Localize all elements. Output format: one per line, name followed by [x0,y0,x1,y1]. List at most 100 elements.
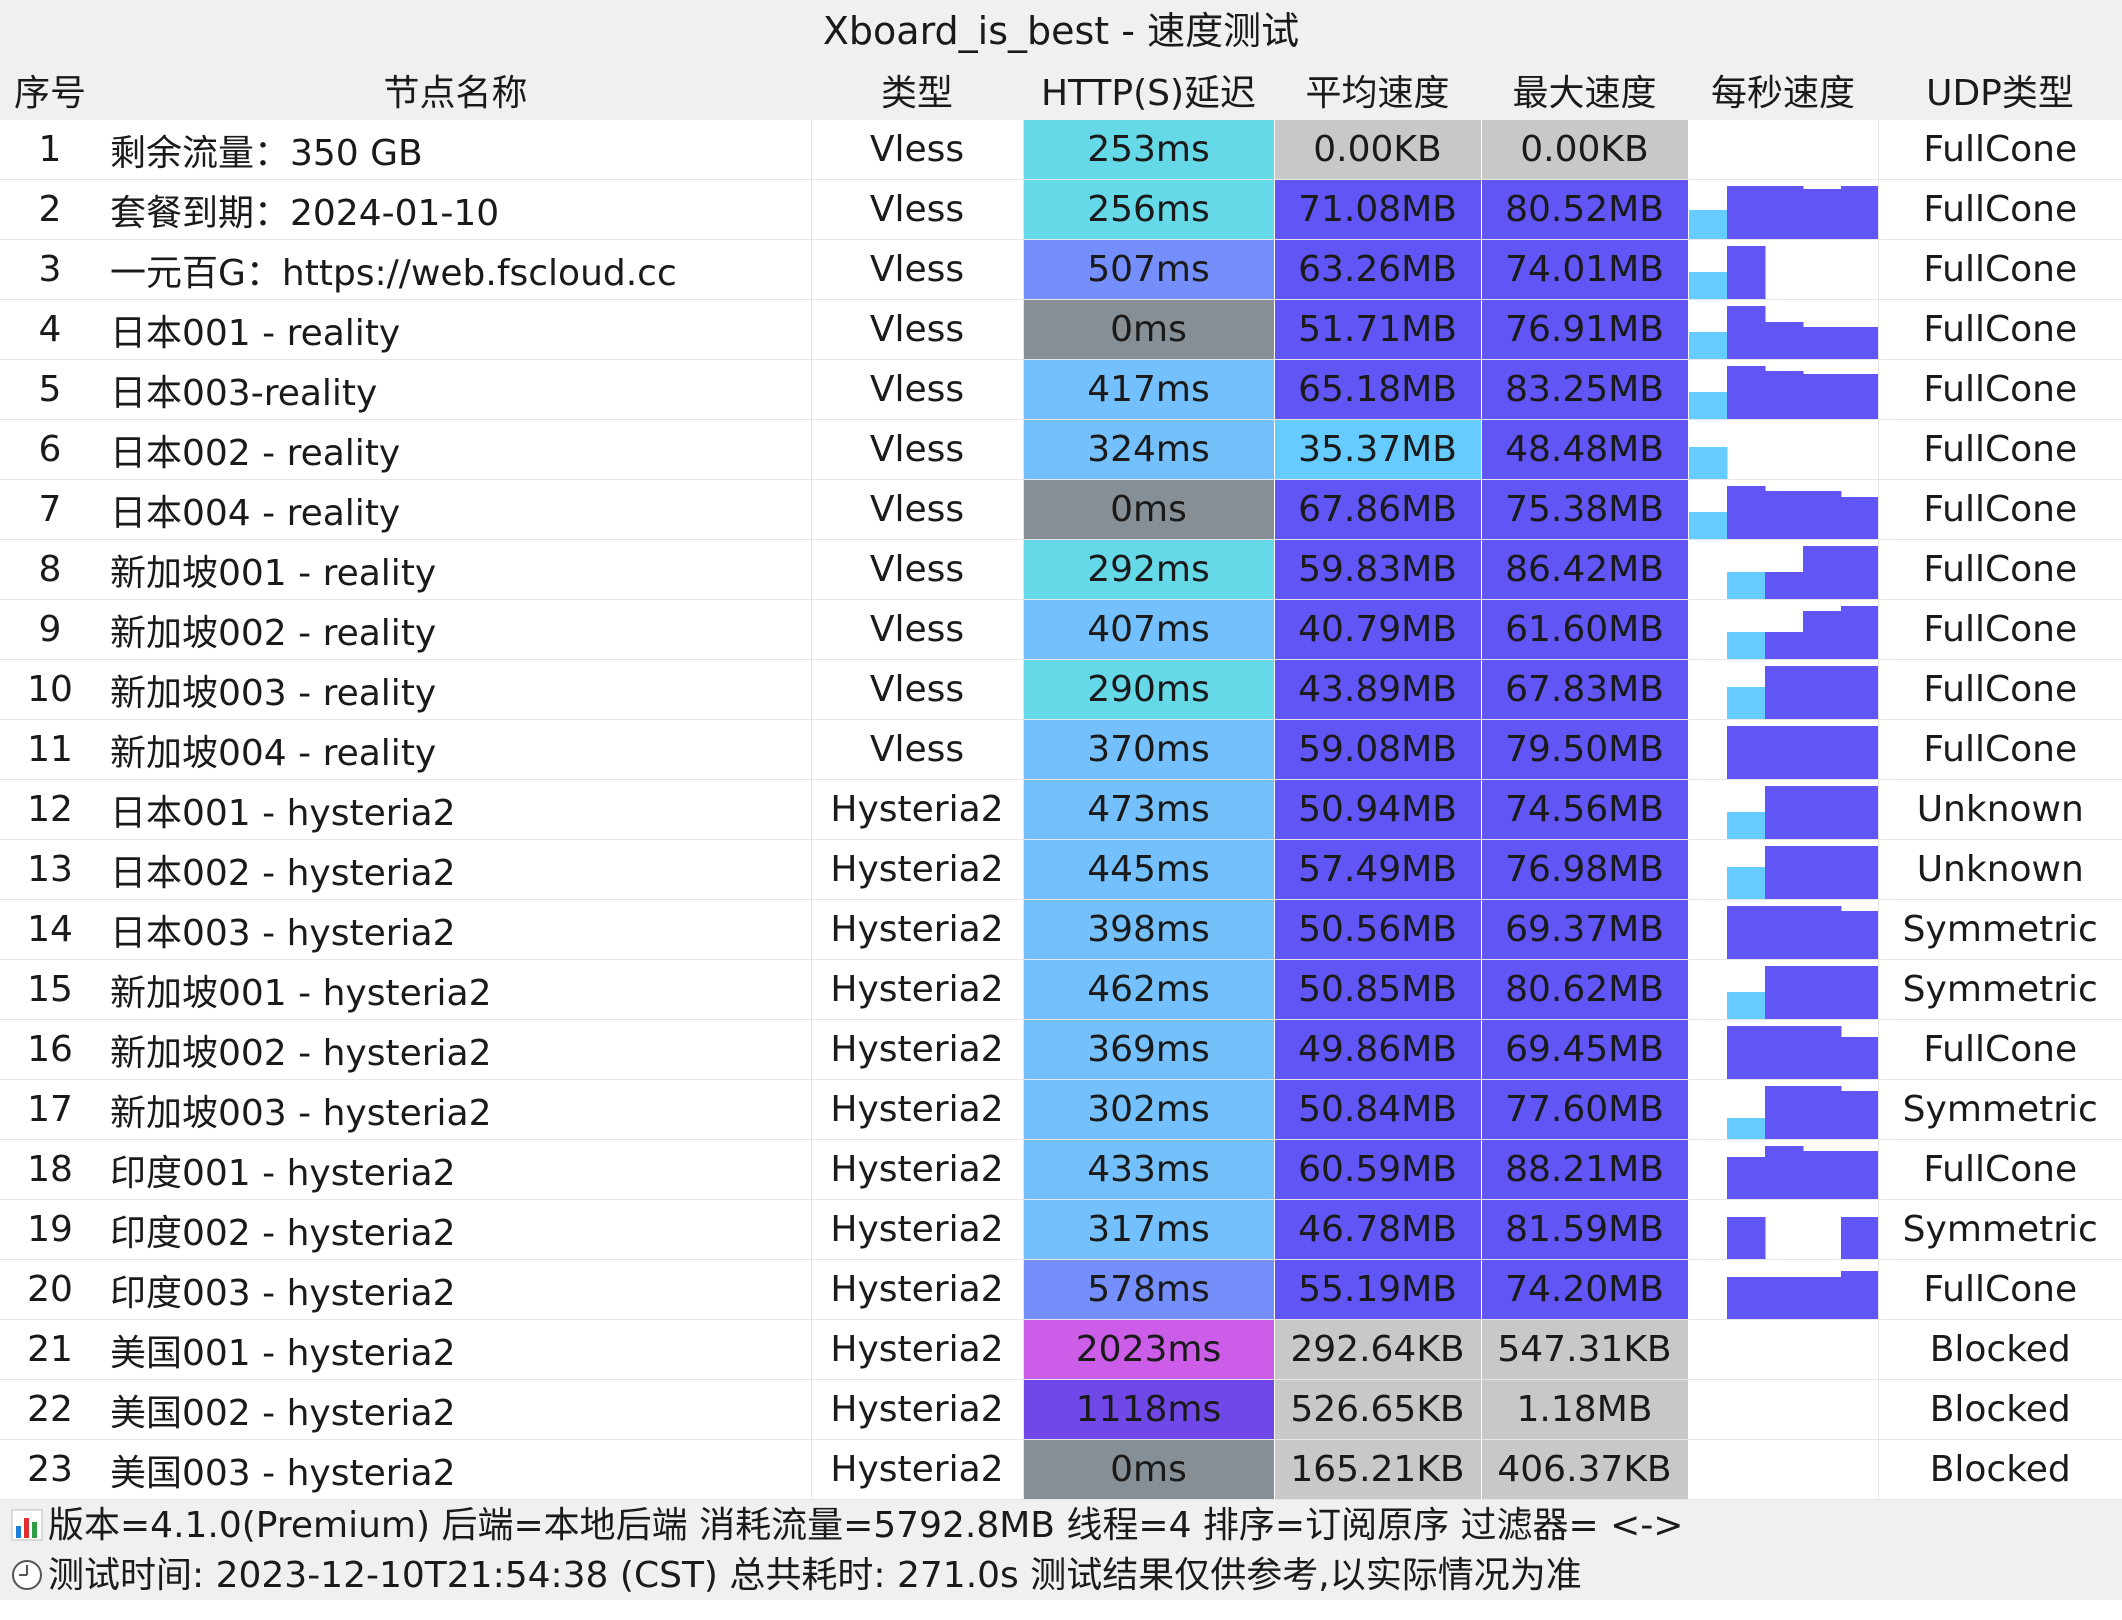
row-index: 1 [0,120,100,180]
node-name: 美国002 - hysteria2 [100,1379,812,1440]
udp-type: FullCone [1878,599,2122,660]
sparkline-bar [1764,1277,1803,1319]
sparkline-bar [1840,666,1877,719]
table-row[interactable]: 1 剩余流量：350 GB Vless 253ms 0.00KB 0.00KB FullCo… [0,120,2122,180]
node-name: 新加坡002 - hysteria2 [100,1019,812,1080]
col-header-per-second[interactable]: 每秒速度 [1688,60,1878,120]
table-row[interactable]: 4 日本001 - reality Vless 0ms 51.71MB 76.91MB Fu… [0,299,2122,360]
sparkline-bar [1726,186,1765,239]
table-row[interactable]: 3 一元百G：https://web.fscloud.cc Vless 507ms 63… [0,239,2122,300]
table-row[interactable]: 10 新加坡003 - reality Vless 290ms 43.89MB 67.83… [0,659,2122,720]
table-row[interactable]: 19 印度002 - hysteria2 Hysteria2 317ms 46.78MB… [0,1199,2122,1260]
col-header-index[interactable]: 序号 [0,60,100,120]
udp-type: Symmetric [1878,899,2122,960]
col-header-latency[interactable]: HTTP(S)延迟 [1023,60,1274,120]
sparkline-bar [1840,606,1877,659]
table-row[interactable]: 5 日本003-reality Vless 417ms 65.18MB 83.25MB Fu… [0,359,2122,420]
sparkline-chart [1726,786,1877,839]
node-type: Hysteria2 [811,1259,1024,1320]
sparkline-bar [1726,867,1765,899]
max-speed-cell: 74.56MB [1481,779,1689,840]
avg-speed-cell: 50.84MB [1274,1079,1482,1140]
latency-cell: 417ms [1023,359,1275,420]
per-second-sparkline [1688,239,1879,300]
sparkline-bar [1726,366,1765,419]
col-header-max-speed[interactable]: 最大速度 [1481,60,1688,120]
bar-chart-icon [11,1509,43,1541]
table-row[interactable]: 18 印度001 - hysteria2 Hysteria2 433ms 60.59MB… [0,1139,2122,1200]
sparkline-bar [1840,374,1877,419]
max-speed-cell: 81.59MB [1481,1199,1689,1260]
table-row[interactable]: 2 套餐到期：2024-01-10 Vless 256ms 71.08MB 80.52MB… [0,179,2122,240]
sparkline-bar [1726,726,1765,779]
udp-type: Unknown [1878,779,2122,840]
node-type: Vless [811,179,1024,240]
sparkline-bar [1688,210,1727,239]
sparkline-bar [1802,666,1841,719]
max-speed-cell: 86.42MB [1481,539,1689,600]
sparkline-bar [1726,486,1765,539]
sparkline-chart [1689,120,1879,179]
max-speed-cell: 406.37KB [1481,1439,1689,1500]
avg-speed-cell: 63.26MB [1274,239,1482,300]
max-speed-cell: 77.60MB [1481,1079,1689,1140]
node-name: 日本001 - reality [100,299,812,360]
max-speed-cell: 80.62MB [1481,959,1689,1020]
node-name: 日本004 - reality [100,479,812,540]
per-second-sparkline [1688,839,1879,900]
sparkline-chart [1726,846,1877,899]
table-row[interactable]: 14 日本003 - hysteria2 Hysteria2 398ms 50.56MB… [0,899,2122,960]
table-row[interactable]: 11 新加坡004 - reality Vless 370ms 59.08MB 79.50… [0,719,2122,780]
table-row[interactable]: 13 日本002 - hysteria2 Hysteria2 445ms 57.49MB… [0,839,2122,900]
latency-cell: 578ms [1023,1259,1275,1320]
sparkline-bar [1726,906,1765,959]
sparkline-chart [1726,966,1877,1019]
latency-cell: 256ms [1023,179,1275,240]
sparkline-bar [1840,1151,1877,1199]
col-header-udp[interactable]: UDP类型 [1878,60,2122,120]
sparkline-bar [1688,272,1727,299]
per-second-sparkline [1688,539,1879,600]
sparkline-chart [1726,1271,1877,1319]
node-name: 新加坡004 - reality [100,719,812,780]
table-row[interactable]: 20 印度003 - hysteria2 Hysteria2 578ms 55.19MB… [0,1259,2122,1320]
sparkline-bar [1764,786,1803,839]
node-type: Vless [811,419,1024,480]
max-speed-cell: 48.48MB [1481,419,1689,480]
udp-type: Unknown [1878,839,2122,900]
table-row[interactable]: 21 美国001 - hysteria2 Hysteria2 2023ms 292.64… [0,1319,2122,1380]
avg-speed-cell: 0.00KB [1274,120,1482,180]
avg-speed-cell: 526.65KB [1274,1379,1482,1440]
udp-type: FullCone [1878,1139,2122,1200]
table-row[interactable]: 23 美国003 - hysteria2 Hysteria2 0ms 165.21KB 4… [0,1439,2122,1500]
latency-cell: 324ms [1023,419,1275,480]
sparkline-bar [1764,572,1803,599]
row-index: 22 [0,1379,100,1440]
per-second-sparkline [1688,1139,1879,1200]
sparkline-bar [1726,572,1765,599]
col-header-avg-speed[interactable]: 平均速度 [1274,60,1481,120]
udp-type: FullCone [1878,120,2122,180]
table-row[interactable]: 22 美国002 - hysteria2 Hysteria2 1118ms 526.65… [0,1379,2122,1440]
table-row[interactable]: 7 日本004 - reality Vless 0ms 67.86MB 75.38MB Fu… [0,479,2122,540]
clock-icon [12,1560,42,1590]
table-row[interactable]: 15 新加坡001 - hysteria2 Hysteria2 462ms 50.85M… [0,959,2122,1020]
udp-type: FullCone [1878,299,2122,360]
col-header-name[interactable]: 节点名称 [100,60,811,120]
table-row[interactable]: 12 日本001 - hysteria2 Hysteria2 473ms 50.94MB… [0,779,2122,840]
table-row[interactable]: 16 新加坡002 - hysteria2 Hysteria2 369ms 49.86M… [0,1019,2122,1080]
avg-speed-cell: 59.83MB [1274,539,1482,600]
sparkline-chart [1726,666,1877,719]
table-row[interactable]: 6 日本002 - reality Vless 324ms 35.37MB 48.48MB… [0,419,2122,480]
avg-speed-cell: 50.85MB [1274,959,1482,1020]
latency-cell: 398ms [1023,899,1275,960]
sparkline-bar [1726,1157,1765,1199]
col-header-type[interactable]: 类型 [811,60,1023,120]
latency-cell: 0ms [1023,299,1275,360]
udp-type: FullCone [1878,1019,2122,1080]
table-row[interactable]: 9 新加坡002 - reality Vless 407ms 40.79MB 61.60M… [0,599,2122,660]
table-row[interactable]: 17 新加坡003 - hysteria2 Hysteria2 302ms 50.84M… [0,1079,2122,1140]
sparkline-chart [1688,447,1727,479]
row-index: 17 [0,1079,100,1140]
table-row[interactable]: 8 新加坡001 - reality Vless 292ms 59.83MB 86.42M… [0,539,2122,600]
